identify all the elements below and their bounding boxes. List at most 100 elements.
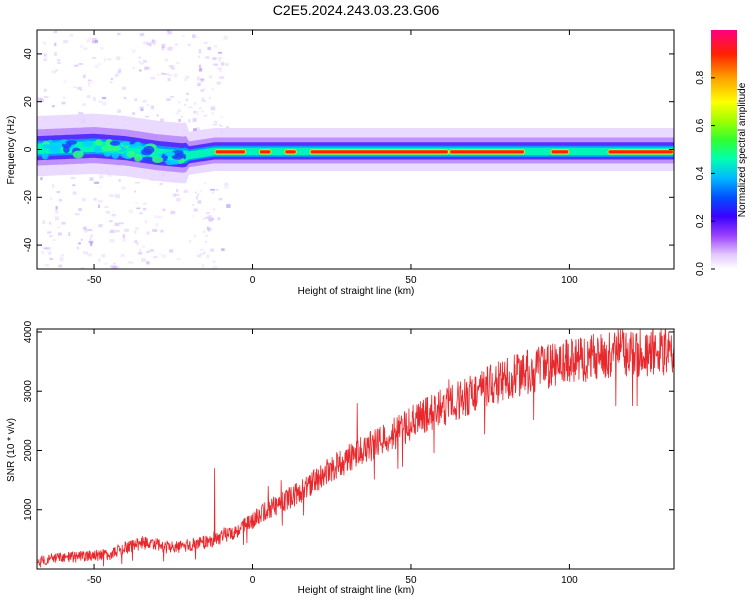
noise-cell xyxy=(134,181,140,184)
noise-cell xyxy=(218,198,223,201)
noise-cell xyxy=(201,110,204,113)
noise-cell xyxy=(53,30,58,34)
noise-cell xyxy=(87,228,93,232)
noise-cell xyxy=(212,191,215,194)
noise-cell xyxy=(80,238,83,241)
noise-cell xyxy=(192,34,196,38)
spectral-blob xyxy=(41,144,50,149)
noise-cell xyxy=(63,80,67,84)
noise-cell xyxy=(197,193,200,196)
noise-cell xyxy=(170,210,176,215)
noise-cell xyxy=(162,254,167,258)
noise-cell xyxy=(63,40,69,44)
noise-cell xyxy=(197,200,202,204)
noise-cell xyxy=(201,97,204,102)
x-tick-label: 100 xyxy=(561,275,578,286)
noise-cell xyxy=(116,72,120,77)
noise-cell xyxy=(185,75,190,79)
noise-cell xyxy=(219,124,222,127)
noise-cell xyxy=(98,100,103,103)
noise-cell xyxy=(117,70,121,74)
noise-cell xyxy=(169,249,174,253)
noise-cell xyxy=(219,76,225,79)
colorbar-tick-label: 0.0 xyxy=(695,262,706,276)
noise-cell xyxy=(122,238,126,242)
noise-cell xyxy=(49,258,54,260)
noise-cell xyxy=(101,253,106,258)
y-tick-label: -40 xyxy=(23,237,34,252)
noise-cell xyxy=(188,106,193,109)
noise-cell xyxy=(191,215,195,217)
noise-cell xyxy=(180,115,183,118)
noise-cell xyxy=(144,115,150,118)
noise-cell xyxy=(166,32,171,36)
noise-cell xyxy=(118,68,122,72)
noise-cell xyxy=(72,191,77,195)
noise-cell xyxy=(142,245,146,248)
spectral-blob xyxy=(126,150,136,158)
spectrogram-heatmap xyxy=(37,30,674,269)
noise-cell xyxy=(217,217,221,221)
noise-cell xyxy=(41,250,45,255)
noise-cell xyxy=(98,258,101,262)
noise-cell xyxy=(206,227,212,232)
noise-cell xyxy=(124,228,129,232)
noise-cell xyxy=(118,179,121,182)
noise-cell xyxy=(80,44,84,48)
noise-cell xyxy=(143,207,147,211)
noise-cell xyxy=(211,217,215,220)
noise-cell xyxy=(61,101,66,105)
noise-cell xyxy=(50,197,53,201)
noise-cell xyxy=(205,56,210,59)
noise-cell xyxy=(77,86,82,90)
noise-cell xyxy=(83,47,88,50)
noise-cell xyxy=(93,198,97,201)
noise-cell xyxy=(57,59,61,62)
figure-title: C2E5.2024.243.03.23.G06 xyxy=(273,2,440,18)
spectral-blob xyxy=(171,159,180,165)
spectral-blob xyxy=(109,140,120,146)
noise-cell xyxy=(193,234,196,237)
colorbar-tick-label: 0.4 xyxy=(695,166,706,180)
y-tick-label: 4000 xyxy=(23,320,34,343)
noise-cell xyxy=(152,39,157,44)
noise-cell xyxy=(139,248,142,253)
snr-x-label: Height of straight line (km) xyxy=(298,585,415,596)
noise-cell xyxy=(60,254,65,257)
noise-cell xyxy=(155,73,160,76)
noise-cell xyxy=(79,88,83,91)
noise-cell xyxy=(123,97,127,100)
ridge-core xyxy=(259,150,271,154)
noise-cell xyxy=(99,175,104,179)
noise-cell xyxy=(200,248,203,251)
noise-cell xyxy=(141,258,146,262)
spectral-blob xyxy=(94,139,103,146)
noise-cell xyxy=(208,218,213,222)
x-tick-label: 100 xyxy=(561,575,578,586)
noise-cell xyxy=(196,82,201,86)
spectral-blob xyxy=(142,156,154,162)
noise-cell xyxy=(196,195,199,200)
noise-cell xyxy=(78,208,82,212)
noise-cell xyxy=(176,197,181,202)
noise-cell xyxy=(111,214,116,217)
noise-cell xyxy=(109,229,115,234)
noise-cell xyxy=(139,32,145,37)
noise-cell xyxy=(151,39,155,44)
noise-cell xyxy=(212,56,217,60)
noise-cell xyxy=(120,253,125,257)
spectral-blob xyxy=(140,148,153,156)
noise-cell xyxy=(98,204,101,208)
noise-cell xyxy=(224,63,229,66)
noise-cell xyxy=(109,264,115,268)
y-tick-label: 40 xyxy=(23,48,34,60)
noise-cell xyxy=(47,251,52,255)
noise-cell xyxy=(140,62,145,65)
noise-cell xyxy=(77,111,81,114)
noise-cell xyxy=(146,250,150,253)
noise-cell xyxy=(177,109,182,112)
noise-cell xyxy=(212,123,218,126)
spectral-blob xyxy=(72,150,84,159)
noise-cell xyxy=(143,41,148,45)
noise-cell xyxy=(166,30,170,33)
